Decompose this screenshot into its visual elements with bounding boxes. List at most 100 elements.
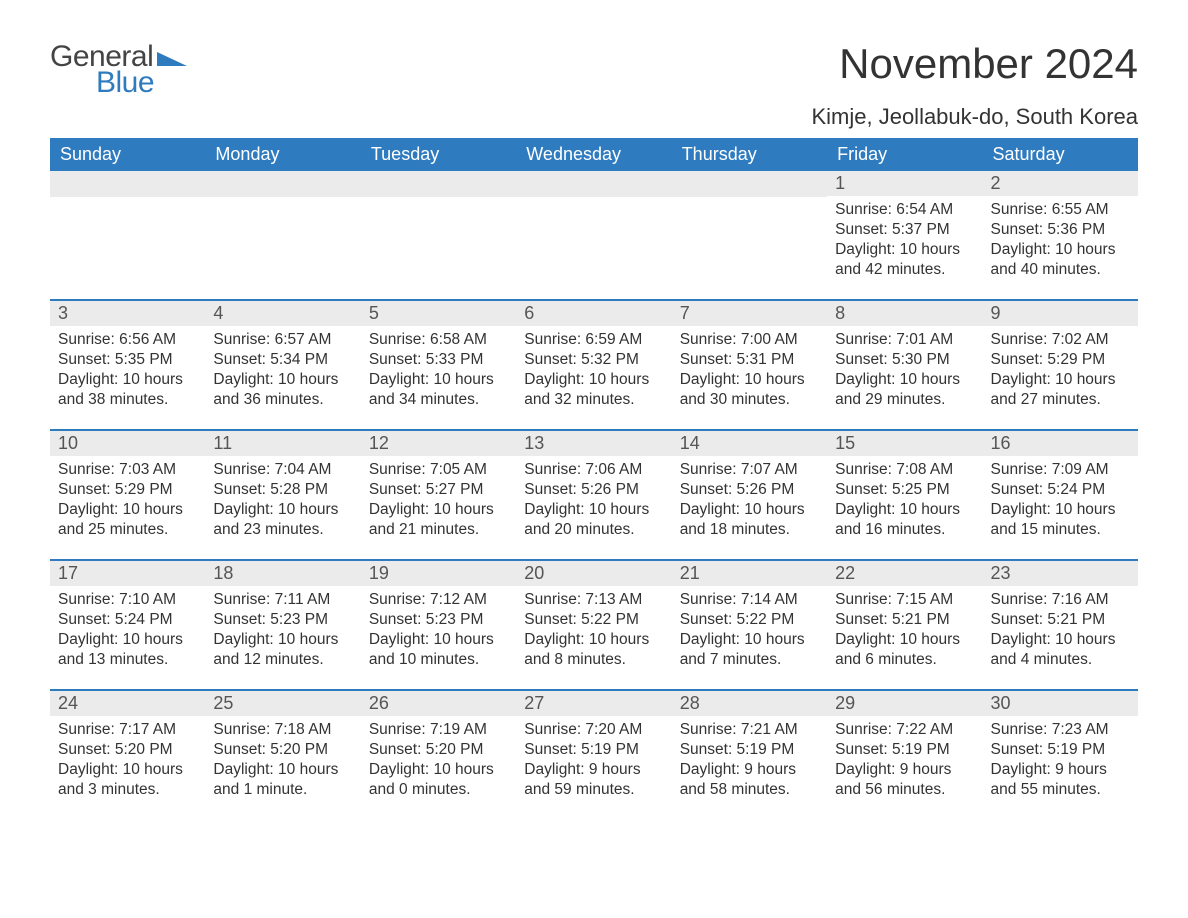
day-number: 23 — [983, 561, 1138, 586]
sunrise-line: Sunrise: 7:07 AM — [680, 460, 819, 480]
logo-word-blue: Blue — [96, 66, 154, 100]
calendar-week-row: 10Sunrise: 7:03 AMSunset: 5:29 PMDayligh… — [50, 430, 1138, 560]
sunrise-line: Sunrise: 7:19 AM — [369, 720, 508, 740]
day-number: 5 — [361, 301, 516, 326]
sunset-line: Sunset: 5:20 PM — [213, 740, 352, 760]
sunrise-line: Sunrise: 7:15 AM — [835, 590, 974, 610]
empty-daynum — [205, 171, 360, 197]
day-number: 13 — [516, 431, 671, 456]
day-body: Sunrise: 7:04 AMSunset: 5:28 PMDaylight:… — [205, 456, 360, 545]
day-number: 20 — [516, 561, 671, 586]
daylight-line: Daylight: 10 hours and 16 minutes. — [835, 500, 974, 540]
daylight-line: Daylight: 10 hours and 42 minutes. — [835, 240, 974, 280]
calendar-day-cell: 28Sunrise: 7:21 AMSunset: 5:19 PMDayligh… — [672, 690, 827, 819]
day-number: 25 — [205, 691, 360, 716]
day-body: Sunrise: 6:58 AMSunset: 5:33 PMDaylight:… — [361, 326, 516, 415]
month-title: November 2024 — [811, 40, 1138, 88]
calendar-day-cell — [50, 171, 205, 300]
weekday-header: Tuesday — [361, 138, 516, 171]
day-number: 1 — [827, 171, 982, 196]
daylight-line: Daylight: 10 hours and 6 minutes. — [835, 630, 974, 670]
title-block: November 2024 Kimje, Jeollabuk-do, South… — [811, 40, 1138, 130]
sunrise-line: Sunrise: 6:54 AM — [835, 200, 974, 220]
daylight-line: Daylight: 9 hours and 56 minutes. — [835, 760, 974, 800]
day-number: 6 — [516, 301, 671, 326]
sunrise-line: Sunrise: 7:01 AM — [835, 330, 974, 350]
day-number: 3 — [50, 301, 205, 326]
calendar-day-cell: 8Sunrise: 7:01 AMSunset: 5:30 PMDaylight… — [827, 300, 982, 430]
day-number: 28 — [672, 691, 827, 716]
sunrise-line: Sunrise: 7:14 AM — [680, 590, 819, 610]
day-body: Sunrise: 7:07 AMSunset: 5:26 PMDaylight:… — [672, 456, 827, 545]
sunset-line: Sunset: 5:34 PM — [213, 350, 352, 370]
brand-logo: General Blue — [50, 40, 187, 100]
weekday-header: Thursday — [672, 138, 827, 171]
day-body: Sunrise: 6:55 AMSunset: 5:36 PMDaylight:… — [983, 196, 1138, 285]
day-number: 18 — [205, 561, 360, 586]
header-bar: General Blue November 2024 Kimje, Jeolla… — [50, 40, 1138, 130]
calendar-day-cell: 7Sunrise: 7:00 AMSunset: 5:31 PMDaylight… — [672, 300, 827, 430]
calendar-day-cell: 23Sunrise: 7:16 AMSunset: 5:21 PMDayligh… — [983, 560, 1138, 690]
day-number: 11 — [205, 431, 360, 456]
calendar-day-cell: 12Sunrise: 7:05 AMSunset: 5:27 PMDayligh… — [361, 430, 516, 560]
calendar-day-cell: 11Sunrise: 7:04 AMSunset: 5:28 PMDayligh… — [205, 430, 360, 560]
sunrise-line: Sunrise: 7:21 AM — [680, 720, 819, 740]
sunset-line: Sunset: 5:20 PM — [58, 740, 197, 760]
sunrise-line: Sunrise: 7:10 AM — [58, 590, 197, 610]
sunset-line: Sunset: 5:23 PM — [369, 610, 508, 630]
empty-daynum — [361, 171, 516, 197]
day-number: 15 — [827, 431, 982, 456]
calendar-day-cell: 5Sunrise: 6:58 AMSunset: 5:33 PMDaylight… — [361, 300, 516, 430]
location-text: Kimje, Jeollabuk-do, South Korea — [811, 104, 1138, 130]
daylight-line: Daylight: 10 hours and 40 minutes. — [991, 240, 1130, 280]
calendar-day-cell: 10Sunrise: 7:03 AMSunset: 5:29 PMDayligh… — [50, 430, 205, 560]
calendar-day-cell: 22Sunrise: 7:15 AMSunset: 5:21 PMDayligh… — [827, 560, 982, 690]
day-body: Sunrise: 7:00 AMSunset: 5:31 PMDaylight:… — [672, 326, 827, 415]
day-body: Sunrise: 7:14 AMSunset: 5:22 PMDaylight:… — [672, 586, 827, 675]
calendar-day-cell: 26Sunrise: 7:19 AMSunset: 5:20 PMDayligh… — [361, 690, 516, 819]
daylight-line: Daylight: 10 hours and 20 minutes. — [524, 500, 663, 540]
sunset-line: Sunset: 5:22 PM — [680, 610, 819, 630]
sunrise-line: Sunrise: 7:11 AM — [213, 590, 352, 610]
calendar-body: 1Sunrise: 6:54 AMSunset: 5:37 PMDaylight… — [50, 171, 1138, 819]
sunrise-line: Sunrise: 6:57 AM — [213, 330, 352, 350]
day-body: Sunrise: 6:56 AMSunset: 5:35 PMDaylight:… — [50, 326, 205, 415]
weekday-header: Saturday — [983, 138, 1138, 171]
sunrise-line: Sunrise: 6:55 AM — [991, 200, 1130, 220]
day-number: 17 — [50, 561, 205, 586]
day-body: Sunrise: 6:59 AMSunset: 5:32 PMDaylight:… — [516, 326, 671, 415]
sunrise-line: Sunrise: 7:12 AM — [369, 590, 508, 610]
day-number: 27 — [516, 691, 671, 716]
day-number: 22 — [827, 561, 982, 586]
sunrise-line: Sunrise: 7:20 AM — [524, 720, 663, 740]
daylight-line: Daylight: 10 hours and 29 minutes. — [835, 370, 974, 410]
calendar-thead: SundayMondayTuesdayWednesdayThursdayFrid… — [50, 138, 1138, 171]
sunrise-line: Sunrise: 7:05 AM — [369, 460, 508, 480]
calendar-day-cell: 14Sunrise: 7:07 AMSunset: 5:26 PMDayligh… — [672, 430, 827, 560]
day-body: Sunrise: 7:21 AMSunset: 5:19 PMDaylight:… — [672, 716, 827, 805]
sunset-line: Sunset: 5:29 PM — [991, 350, 1130, 370]
day-body: Sunrise: 7:01 AMSunset: 5:30 PMDaylight:… — [827, 326, 982, 415]
sunset-line: Sunset: 5:33 PM — [369, 350, 508, 370]
calendar-day-cell — [361, 171, 516, 300]
day-number: 4 — [205, 301, 360, 326]
calendar-day-cell: 29Sunrise: 7:22 AMSunset: 5:19 PMDayligh… — [827, 690, 982, 819]
daylight-line: Daylight: 10 hours and 32 minutes. — [524, 370, 663, 410]
sunrise-line: Sunrise: 7:08 AM — [835, 460, 974, 480]
sunrise-line: Sunrise: 7:17 AM — [58, 720, 197, 740]
sunset-line: Sunset: 5:35 PM — [58, 350, 197, 370]
day-body: Sunrise: 7:15 AMSunset: 5:21 PMDaylight:… — [827, 586, 982, 675]
calendar-day-cell: 2Sunrise: 6:55 AMSunset: 5:36 PMDaylight… — [983, 171, 1138, 300]
day-body: Sunrise: 7:02 AMSunset: 5:29 PMDaylight:… — [983, 326, 1138, 415]
calendar-day-cell: 13Sunrise: 7:06 AMSunset: 5:26 PMDayligh… — [516, 430, 671, 560]
day-body: Sunrise: 6:57 AMSunset: 5:34 PMDaylight:… — [205, 326, 360, 415]
sunrise-line: Sunrise: 7:23 AM — [991, 720, 1130, 740]
day-body: Sunrise: 7:19 AMSunset: 5:20 PMDaylight:… — [361, 716, 516, 805]
calendar-week-row: 24Sunrise: 7:17 AMSunset: 5:20 PMDayligh… — [50, 690, 1138, 819]
calendar-day-cell — [516, 171, 671, 300]
daylight-line: Daylight: 10 hours and 3 minutes. — [58, 760, 197, 800]
day-body: Sunrise: 7:10 AMSunset: 5:24 PMDaylight:… — [50, 586, 205, 675]
daylight-line: Daylight: 10 hours and 18 minutes. — [680, 500, 819, 540]
daylight-line: Daylight: 10 hours and 21 minutes. — [369, 500, 508, 540]
daylight-line: Daylight: 10 hours and 34 minutes. — [369, 370, 508, 410]
